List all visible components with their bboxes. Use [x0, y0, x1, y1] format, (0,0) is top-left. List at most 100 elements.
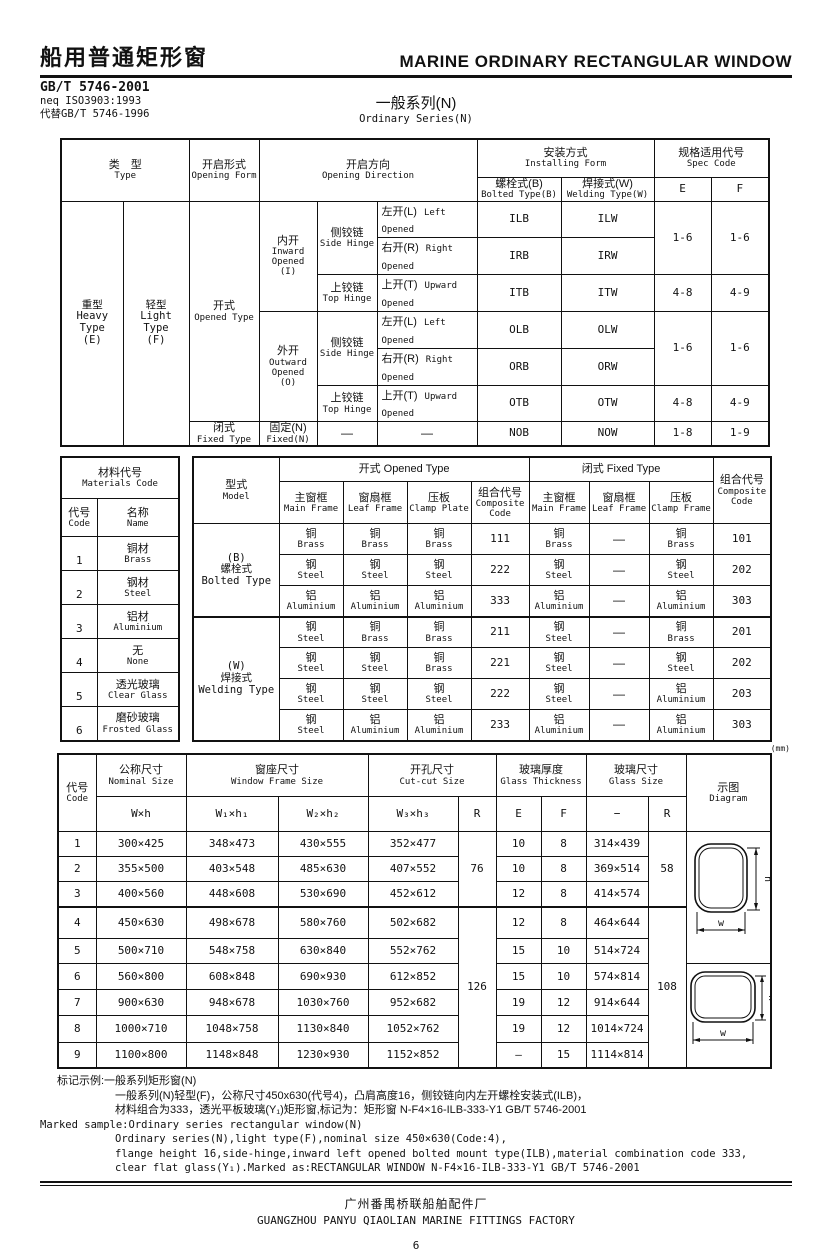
dimensions-table: 代号 Code 公称尺寸 Nominal Size 窗座尺寸 Window Frame… [57, 752, 772, 1070]
en-label: Cut-cut Size [399, 776, 465, 787]
frame-size-1: 348×473 [185, 831, 279, 858]
code-now: NOW [560, 421, 655, 447]
frame-size-1: 403×548 [185, 856, 279, 883]
glass-radius-bottom: 108 [647, 905, 687, 1069]
cn-label: 钢 [305, 559, 317, 572]
dash-cell: — [588, 523, 650, 556]
frame-size-2: 1230×930 [277, 1041, 369, 1069]
nominal-size: 355×500 [95, 856, 187, 883]
en-label: Aluminium [414, 726, 464, 737]
mod-header-leaf-frame: 窗扇框 Leaf Frame [342, 481, 408, 525]
t3-code: 6 [57, 963, 97, 991]
frame-size-2: 1030×760 [277, 989, 369, 1017]
cn-label: 开启方向 [346, 159, 391, 172]
en-label: Aluminium [350, 726, 400, 737]
cn-label: 铝 [369, 713, 381, 726]
thickness-f: 10 [540, 963, 587, 991]
en-label: Steel [297, 695, 325, 706]
en-label: Aluminium [113, 622, 163, 633]
cn-label: 焊接式(W) [582, 177, 633, 190]
standard-number: GB/T 5746-2001 [40, 80, 150, 95]
mod-cell: 铜 Brass [278, 523, 344, 556]
header-rule [40, 75, 792, 78]
unit-note: (mm) [770, 743, 790, 753]
cn-label: 铜 [305, 528, 317, 541]
mod-cell: 钢 Steel [342, 554, 408, 587]
t3-code: 3 [57, 881, 97, 908]
composite-code: 202 [712, 647, 772, 680]
frame-size-2: 580×760 [277, 905, 369, 940]
cn-label: 上铰链 [330, 392, 364, 405]
t1-opened-type-cell: 开式 Opened Type [188, 200, 260, 423]
t3-sub-e: E [495, 796, 542, 833]
mod-cell: 铝 Aluminium [648, 585, 714, 618]
t1-upward-opened-cell: 上开(T) Upward Opened [376, 274, 478, 312]
nominal-size: 1100×800 [95, 1041, 187, 1069]
page-header: 船用普通矩形窗 MARINE ORDINARY RECTANGULAR WIND… [40, 40, 792, 72]
code-olw: OLW [560, 310, 655, 349]
cn-label: 铝 [675, 713, 687, 726]
page-footer: 广州番禺桥联船舶配件厂 GUANGZHOU PANYU QIAOLIAN MAR… [40, 1195, 792, 1252]
mod-cell: 铝 Aluminium [342, 709, 408, 742]
t3-sub-wh: W×h [95, 796, 187, 833]
mod-cell: 铝 Aluminium [648, 709, 714, 742]
en-label: Brass [124, 554, 152, 565]
factory-name-en: GUANGZHOU PANYU QIAOLIAN MARINE FITTINGS… [257, 1213, 575, 1227]
cn-label: 外开 [277, 345, 299, 358]
page-number: 6 [412, 1238, 420, 1252]
en-label: Steel [297, 633, 325, 644]
cn-label: 铜 [553, 528, 565, 541]
en-label: Brass [425, 540, 453, 551]
en-label: Left Opened [381, 207, 446, 236]
cn-label: 钢 [553, 683, 565, 696]
mat-code: 3 [60, 604, 98, 640]
mod-header-clamp-plate: 压板 Clamp Plate [406, 481, 472, 525]
composite-code: 211 [470, 615, 530, 649]
en-label: Model [222, 491, 250, 502]
t1-upward-opened-cell2: 上开(T) Upward Opened [376, 384, 478, 423]
cn-label: 钢 [553, 559, 565, 572]
spec-out-top-f: 4-9 [710, 384, 770, 423]
t1-left-opened-cell: 左开(L) Left Opened [376, 200, 478, 239]
thickness-f: 8 [540, 881, 587, 908]
mod-cell: 钢 Steel [406, 554, 472, 587]
cn-label: 开启形式 [202, 159, 246, 172]
mod-cell: 钢 Steel [528, 615, 590, 649]
frame-size-1: 608×848 [185, 963, 279, 991]
cn-label: 铜 [369, 528, 381, 541]
en-label: Steel [667, 571, 695, 582]
mod-cell: 钢 Steel [278, 554, 344, 587]
cn-label: 规格适用代号 [678, 147, 745, 160]
cn-label: 铝 [553, 589, 565, 602]
code-ilb: ILB [476, 200, 562, 239]
cn-label: 铝 [675, 683, 687, 696]
en-label: Right Opened [381, 354, 453, 383]
dash-cell: — [588, 678, 650, 711]
code-irw: IRW [560, 237, 655, 276]
spec-fix-f: 1-9 [710, 421, 770, 447]
cn-label: 开式 [213, 300, 235, 313]
cn-label: 右开(R) [381, 352, 419, 365]
composite-code: 233 [470, 709, 530, 742]
cn-label: 闭式 [213, 422, 235, 435]
code-nob: NOB [476, 421, 562, 447]
t1-fixed-type-cell: 闭式 Fixed Type [188, 421, 260, 447]
spec-in-top-f: 4-9 [710, 274, 770, 312]
cn-label: 材料代号 [98, 466, 142, 479]
composite-code: 201 [712, 615, 772, 649]
thickness-e: 10 [495, 831, 542, 858]
h-dim-label: h [762, 876, 770, 882]
cn-label: 代号 [68, 506, 91, 519]
en-label: Steel [545, 695, 573, 706]
en-label: Brass [425, 664, 453, 675]
mod-header-composite2: 组合代号 Composite Code [712, 456, 772, 525]
cn-label: 铜 [675, 528, 687, 541]
en-label: Clamp Plate [409, 503, 469, 514]
en-label: Clamp Frame [651, 503, 711, 514]
mod-cell: 钢 Steel [648, 554, 714, 587]
t1-header-opening-form: 开启形式 Opening Form [188, 138, 260, 202]
mat-name: 钢材 Steel [96, 570, 180, 606]
mod-group-welding: (W) 焊接式 Welding Type [192, 615, 280, 742]
mod-cell: 钢 Steel [528, 554, 590, 587]
cn-label: 型式 [225, 479, 248, 492]
